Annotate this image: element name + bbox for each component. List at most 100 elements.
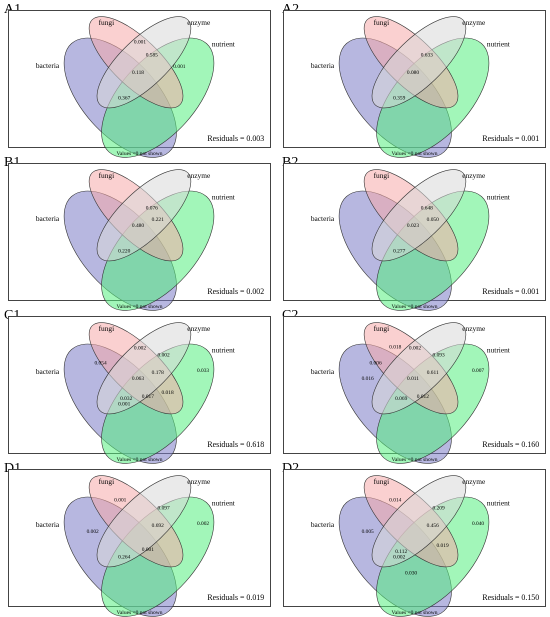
residuals-label: Residuals = 0.019	[207, 593, 264, 602]
region-value-core-upper: 0.692	[152, 523, 164, 529]
region-value-bac-nut-a: 0.112	[395, 549, 407, 555]
set-label-bacteria: bacteria	[311, 520, 335, 529]
set-ellipse-enzyme	[96, 475, 192, 568]
set-ellipse-enzyme	[96, 169, 192, 262]
caption-b2: Values <0 not shown	[391, 304, 438, 310]
set-label-fungi: fungi	[99, 477, 115, 486]
region-value-nut-side: 0.018	[162, 390, 174, 396]
region-value-nutrient-only: 0.040	[472, 521, 484, 527]
venn-diagram: bacteria fungi enzyme nutrient 0.076 0.221 0.4…	[36, 169, 264, 311]
venn-diagram: bacteria fungi enzyme nutrient 0.018 0.006 0.0…	[311, 322, 539, 464]
region-value-enzyme-only-side: 0.093	[433, 352, 445, 358]
set-label-nutrient: nutrient	[212, 498, 235, 507]
set-ellipse-enzyme	[371, 322, 467, 415]
residuals-label: Residuals = 0.003	[207, 134, 264, 143]
region-value-core-upper: 0.050	[427, 217, 439, 223]
set-label-bacteria: bacteria	[36, 367, 60, 376]
venn-panel-c2: bacteria fungi enzyme nutrient 0.018 0.006 0.0…	[283, 316, 546, 464]
set-ellipse-enzyme	[96, 322, 192, 415]
set-ellipse-enzyme	[371, 169, 467, 262]
set-ellipse-enzyme	[96, 16, 192, 109]
set-label-bacteria: bacteria	[36, 520, 60, 529]
set-label-fungi: fungi	[374, 18, 390, 27]
caption-d2: Values <0 not shown	[391, 610, 438, 616]
caption-d1: Values <0 not shown	[116, 610, 163, 616]
venn-panel-d2: bacteria fungi enzyme nutrient 0.014 0.209 0.0…	[283, 469, 546, 617]
set-label-nutrient: nutrient	[487, 39, 510, 48]
region-value-fungi-enzyme-mid: 0.585	[146, 52, 158, 58]
set-label-bacteria: bacteria	[36, 61, 60, 70]
region-value-core: 0.023	[407, 223, 419, 229]
residuals-label: Residuals = 0.002	[207, 287, 264, 296]
venn-panel-c1: bacteria fungi enzyme nutrient 0.054 0.002 0.0…	[8, 316, 271, 464]
region-value-bacteria-core: 0.359	[393, 96, 405, 102]
venn-panel-a2: bacteria fungi enzyme nutrient 0.633 0.080 0.3…	[283, 10, 546, 158]
region-value-core: 0.118	[132, 70, 144, 76]
venn-diagram: bacteria fungi enzyme nutrient 0.633 0.080 0.3…	[311, 16, 539, 158]
set-label-fungi: fungi	[99, 18, 115, 27]
region-value-bacteria-only: 0.005	[362, 529, 374, 535]
region-value-core: 0.480	[132, 223, 144, 229]
region-value-bacteria-only: 0.002	[87, 529, 99, 535]
region-value-fungi-enzyme-mid: 0.076	[146, 205, 158, 211]
set-label-enzyme: enzyme	[187, 18, 211, 27]
set-label-fungi: fungi	[374, 171, 390, 180]
region-value-fungi-only: 0.014	[389, 498, 401, 504]
region-value-nut-side: 0.019	[437, 543, 449, 549]
venn-diagram: bacteria fungi enzyme nutrient 0.001 0.097 0.0…	[36, 475, 264, 617]
venn-diagram: bacteria fungi enzyme nutrient 0.014 0.209 0.0…	[311, 475, 539, 617]
region-value-bac-nut-b: 0.001	[142, 547, 154, 553]
set-label-enzyme: enzyme	[187, 324, 211, 333]
region-value-fungi-enzyme-top: 0.002	[134, 346, 146, 352]
region-value-nutrient-only: 0.002	[197, 521, 209, 527]
venn-panel-d1: bacteria fungi enzyme nutrient 0.001 0.097 0.0…	[8, 469, 271, 617]
set-label-fungi: fungi	[374, 477, 390, 486]
region-value-core: 0.080	[407, 70, 419, 76]
set-label-nutrient: nutrient	[487, 498, 510, 507]
region-value-bacteria-core: 0.001	[118, 402, 130, 408]
region-value-fungi-enzyme-top: 0.001	[134, 40, 146, 46]
venn-diagram: bacteria fungi enzyme nutrient 0.054 0.002 0.0…	[36, 322, 264, 464]
region-value-bacteria-core: 0.264	[118, 555, 130, 561]
residuals-label: Residuals = 0.001	[482, 134, 539, 143]
caption-a1: Values <0 not shown	[116, 151, 163, 157]
venn-panel-b1: bacteria fungi enzyme nutrient 0.076 0.221 0.4…	[8, 163, 271, 311]
set-label-nutrient: nutrient	[212, 192, 235, 201]
venn-panel-b2: bacteria fungi enzyme nutrient 0.648 0.050 0.0…	[283, 163, 546, 311]
set-label-nutrient: nutrient	[487, 192, 510, 201]
region-value-core: 0.063	[132, 376, 144, 382]
region-value-core-upper: 0.611	[427, 370, 439, 376]
residuals-label: Residuals = 0.618	[207, 440, 264, 449]
venn-panel-a1: bacteria fungi enzyme nutrient 0.001 0.585 0.0…	[8, 10, 271, 158]
region-value-bacteria-core: 0.277	[393, 249, 405, 255]
region-value-bacteria-only: 0.016	[362, 376, 374, 382]
set-ellipse-enzyme	[371, 475, 467, 568]
region-value-bacteria-fungi: 0.006	[369, 360, 381, 366]
region-value-core-upper: 0.221	[152, 217, 164, 223]
set-ellipse-enzyme	[371, 16, 467, 109]
region-value-core: 0.011	[407, 376, 419, 382]
set-label-enzyme: enzyme	[187, 171, 211, 180]
set-label-fungi: fungi	[99, 171, 115, 180]
set-label-enzyme: enzyme	[187, 477, 211, 486]
region-value-bac-nut-a: 0.069	[395, 396, 407, 402]
venn-diagram: bacteria fungi enzyme nutrient 0.648 0.050 0.0…	[311, 169, 539, 311]
set-label-enzyme: enzyme	[462, 477, 486, 486]
region-value-bac-nut-a: 0.032	[120, 396, 132, 402]
set-label-nutrient: nutrient	[212, 39, 235, 48]
region-value-enzyme-nutrient: 0.001	[173, 64, 185, 70]
residuals-label: Residuals = 0.150	[482, 593, 539, 602]
set-label-nutrient: nutrient	[487, 345, 510, 354]
set-label-bacteria: bacteria	[311, 367, 335, 376]
set-label-bacteria: bacteria	[311, 214, 335, 223]
caption-b1: Values <0 not shown	[116, 304, 163, 310]
region-value-fungi-enzyme-top: 0.002	[409, 346, 421, 352]
region-value-fungi-only: 0.018	[389, 345, 401, 351]
set-label-enzyme: enzyme	[462, 171, 486, 180]
region-value-bacteria-core: 0.367	[118, 96, 130, 102]
set-label-nutrient: nutrient	[212, 345, 235, 354]
residuals-label: Residuals = 0.001	[482, 287, 539, 296]
region-value-enzyme-only-side: 0.002	[158, 352, 170, 358]
set-label-enzyme: enzyme	[462, 18, 486, 27]
